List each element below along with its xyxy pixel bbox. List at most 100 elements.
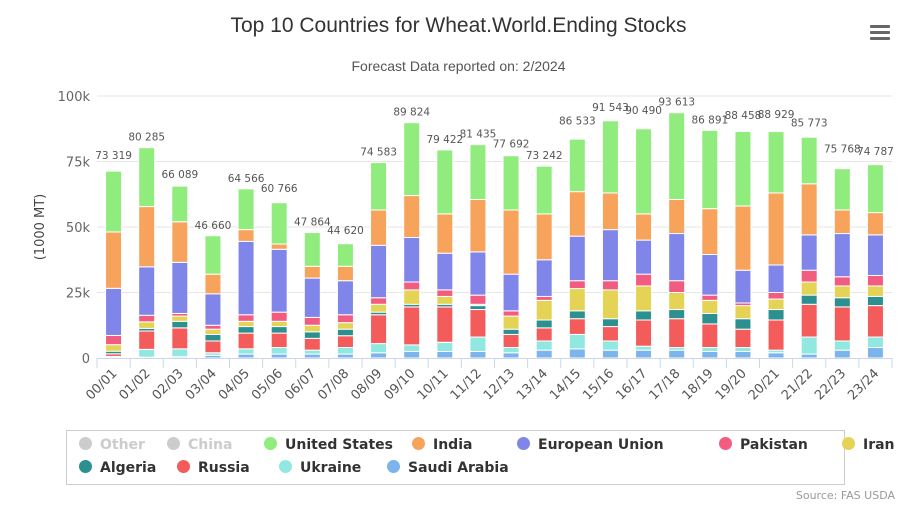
bar-segment-india[interactable] [270, 243, 288, 250]
bar-segment-united-states[interactable] [767, 131, 785, 194]
bar-segment-ukraine[interactable] [635, 345, 653, 351]
bar-segment-saudi-arabia[interactable] [800, 353, 818, 359]
bar-segment-ukraine[interactable] [535, 340, 553, 351]
bar-segment-saudi-arabia[interactable] [833, 349, 851, 359]
bar-segment-india[interactable] [138, 206, 156, 268]
bar-segment-india[interactable] [469, 198, 487, 253]
bar-segment-ukraine[interactable] [601, 340, 619, 351]
bar-segment-european-union[interactable] [403, 236, 421, 283]
bar-segment-united-states[interactable] [171, 185, 189, 223]
bar-segment-united-states[interactable] [403, 122, 421, 197]
bar-segment-ukraine[interactable] [403, 344, 421, 352]
bar-segment-iran[interactable] [171, 315, 189, 322]
bar-segment-india[interactable] [701, 208, 719, 256]
legend-item-algeria[interactable]: Algeria [79, 460, 156, 476]
bar-segment-pakistan[interactable] [105, 334, 123, 346]
bar-segment-pakistan[interactable] [800, 269, 818, 283]
bar-segment-united-states[interactable] [601, 120, 619, 194]
bar-segment-saudi-arabia[interactable] [866, 347, 884, 359]
bar-segment-ukraine[interactable] [237, 348, 255, 355]
bar-segment-ukraine[interactable] [436, 341, 454, 352]
bar-segment-european-union[interactable] [601, 229, 619, 282]
bar-segment-european-union[interactable] [800, 234, 818, 271]
bar-segment-european-union[interactable] [535, 259, 553, 297]
bar-segment-algeria[interactable] [734, 318, 752, 330]
bar-segment-iran[interactable] [403, 289, 421, 305]
bar-segment-india[interactable] [866, 212, 884, 236]
bar-segment-iran[interactable] [336, 322, 354, 330]
bar-segment-united-states[interactable] [800, 136, 818, 185]
bar-segment-united-states[interactable] [270, 202, 288, 245]
bar-segment-pakistan[interactable] [535, 295, 553, 301]
bar-segment-united-states[interactable] [833, 168, 851, 211]
bar-segment-india[interactable] [237, 229, 255, 242]
bar-segment-pakistan[interactable] [601, 280, 619, 291]
bar-segment-russia[interactable] [866, 305, 884, 338]
bar-segment-european-union[interactable] [171, 261, 189, 314]
bar-segment-european-union[interactable] [138, 266, 156, 316]
bar-segment-russia[interactable] [800, 303, 818, 338]
bar-segment-algeria[interactable] [668, 309, 686, 320]
bar-segment-pakistan[interactable] [270, 311, 288, 322]
bar-segment-algeria[interactable] [866, 295, 884, 307]
legend-item-european-union[interactable]: European Union [517, 437, 664, 453]
bar-segment-united-states[interactable] [204, 235, 222, 275]
bar-segment-india[interactable] [105, 231, 123, 289]
bar-segment-united-states[interactable] [668, 112, 686, 200]
bar-segment-india[interactable] [502, 209, 520, 275]
bar-segment-pakistan[interactable] [469, 294, 487, 305]
bar-segment-european-union[interactable] [767, 264, 785, 293]
bar-segment-algeria[interactable] [568, 310, 586, 320]
bar-segment-european-union[interactable] [701, 254, 719, 296]
bar-segment-india[interactable] [635, 213, 653, 241]
bar-segment-european-union[interactable] [734, 269, 752, 304]
bar-segment-saudi-arabia[interactable] [767, 352, 785, 359]
bar-segment-russia[interactable] [469, 309, 487, 338]
bar-segment-algeria[interactable] [767, 309, 785, 321]
bar-segment-russia[interactable] [833, 306, 851, 342]
bar-segment-united-states[interactable] [303, 232, 321, 267]
bar-segment-russia[interactable] [436, 306, 454, 343]
legend-item-india[interactable]: India [412, 437, 472, 453]
bar-segment-pakistan[interactable] [436, 289, 454, 297]
bar-segment-algeria[interactable] [270, 326, 288, 334]
legend-item-ukraine[interactable]: Ukraine [279, 460, 361, 476]
bar-segment-pakistan[interactable] [701, 294, 719, 301]
bar-segment-iran[interactable] [767, 298, 785, 311]
bar-segment-ukraine[interactable] [171, 348, 189, 358]
bar-segment-pakistan[interactable] [568, 280, 586, 290]
bar-segment-ukraine[interactable] [701, 347, 719, 352]
bar-segment-united-states[interactable] [237, 188, 255, 231]
bar-segment-iran[interactable] [833, 285, 851, 299]
bar-segment-algeria[interactable] [535, 319, 553, 329]
bar-segment-algeria[interactable] [469, 305, 487, 311]
bar-segment-saudi-arabia[interactable] [436, 350, 454, 359]
bar-segment-united-states[interactable] [105, 170, 123, 233]
bar-segment-pakistan[interactable] [237, 314, 255, 322]
bar-segment-india[interactable] [800, 183, 818, 236]
bar-segment-united-states[interactable] [568, 138, 586, 193]
bar-segment-ukraine[interactable] [303, 349, 321, 355]
bar-segment-united-states[interactable] [635, 128, 653, 215]
bar-segment-russia[interactable] [237, 332, 255, 350]
bar-segment-algeria[interactable] [171, 320, 189, 329]
bar-segment-ukraine[interactable] [502, 347, 520, 354]
bar-segment-iran[interactable] [436, 295, 454, 305]
bar-segment-saudi-arabia[interactable] [701, 350, 719, 359]
legend-item-china[interactable]: China [167, 437, 232, 453]
bar-segment-iran[interactable] [138, 321, 156, 329]
bar-segment-european-union[interactable] [469, 251, 487, 296]
bar-segment-european-union[interactable] [866, 234, 884, 276]
bar-segment-algeria[interactable] [336, 328, 354, 337]
bar-segment-pakistan[interactable] [403, 281, 421, 291]
bar-segment-russia[interactable] [370, 314, 388, 345]
bar-segment-russia[interactable] [767, 319, 785, 351]
bar-segment-iran[interactable] [303, 324, 321, 333]
bar-segment-saudi-arabia[interactable] [734, 350, 752, 359]
bar-segment-united-states[interactable] [138, 147, 156, 208]
bar-segment-india[interactable] [370, 209, 388, 246]
bar-segment-saudi-arabia[interactable] [502, 352, 520, 359]
legend-item-other[interactable]: Other [79, 437, 145, 453]
bar-segment-iran[interactable] [502, 315, 520, 330]
bar-segment-iran[interactable] [800, 281, 818, 296]
